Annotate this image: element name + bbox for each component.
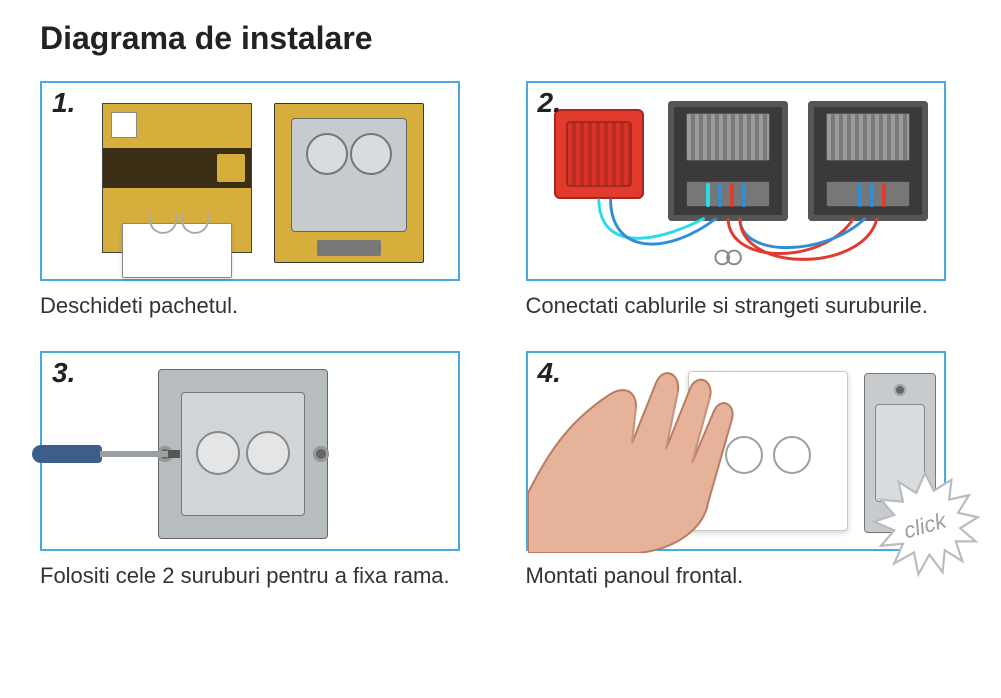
package-open xyxy=(274,103,424,263)
switch-back-a xyxy=(668,101,788,221)
module-back-icon xyxy=(291,118,407,232)
screw-right-icon xyxy=(313,446,329,462)
step-1-number: 1. xyxy=(52,87,75,119)
glass-panel-icon xyxy=(122,223,232,278)
screwdriver-icon xyxy=(32,445,182,463)
terminals-b xyxy=(826,181,910,207)
step-2-caption: Conectati cablurile si strangeti surubur… xyxy=(526,291,962,321)
step-3-caption: Folositi cele 2 suruburi pentru a fixa r… xyxy=(40,561,476,591)
screw-top-icon xyxy=(894,384,906,396)
step-3-number: 3. xyxy=(52,357,75,389)
step-2-number: 2. xyxy=(538,87,561,119)
steps-grid: 1. Deschideti pachetul. 2. xyxy=(40,81,961,590)
click-burst-icon: click xyxy=(870,471,980,581)
step-4-number: 4. xyxy=(538,357,561,389)
heatsink-icon xyxy=(826,113,910,161)
switch-back-b xyxy=(808,101,928,221)
package-label-icon xyxy=(111,112,137,138)
step-3: 3. Folositi cele 2 suruburi pentru a fix… xyxy=(40,351,476,591)
step-4-figure: 4. click xyxy=(526,351,946,551)
terminals-a xyxy=(686,181,770,207)
terminal-block-icon xyxy=(317,240,381,256)
step-3-figure: 3. xyxy=(40,351,460,551)
mounting-frame xyxy=(158,369,328,539)
package-band xyxy=(103,148,251,188)
wall-box-icon xyxy=(554,109,644,199)
step-1-caption: Deschideti pachetul. xyxy=(40,291,476,321)
page-title: Diagrama de instalare xyxy=(40,20,961,57)
step-1-figure: 1. xyxy=(40,81,460,281)
step-2: 2. xyxy=(526,81,962,321)
module-front-icon xyxy=(181,392,305,516)
step-2-figure: 2. xyxy=(526,81,946,281)
heatsink-icon xyxy=(686,113,770,161)
step-4: 4. click Montati panoul frontal. xyxy=(526,351,962,591)
step-1: 1. Deschideti pachetul. xyxy=(40,81,476,321)
